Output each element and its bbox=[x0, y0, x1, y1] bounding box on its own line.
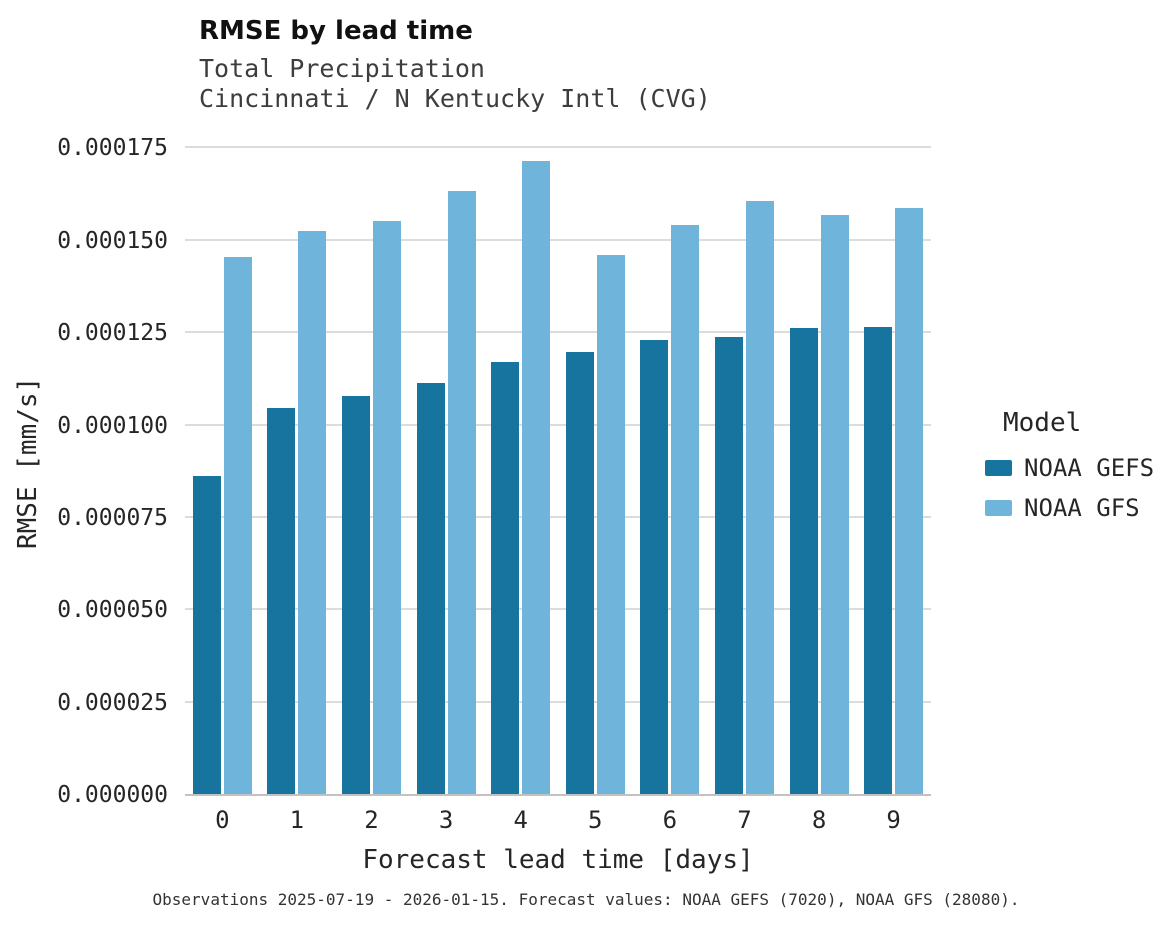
bar-group bbox=[483, 130, 558, 795]
y-tick-label: 0.000150 bbox=[57, 227, 168, 254]
bar-noaa-gfs-day-7 bbox=[745, 200, 774, 795]
legend-title: Model bbox=[1003, 408, 1082, 438]
gridline bbox=[185, 515, 931, 518]
y-axis-tick-labels: 0.000000 0.000025 0.000050 0.000075 0.000100… bbox=[0, 130, 178, 808]
legend-entry: NOAA GEFS bbox=[985, 454, 1154, 482]
bar-group bbox=[856, 130, 931, 795]
x-tick-label: 0 bbox=[215, 806, 230, 834]
caption: Observations 2025-07-19 - 2026-01-15. Fo… bbox=[152, 890, 1020, 909]
gridline bbox=[185, 608, 931, 611]
x-tick-label: 7 bbox=[737, 806, 752, 834]
bar-noaa-gefs-day-8 bbox=[789, 328, 818, 795]
x-tick-label: 5 bbox=[588, 806, 603, 834]
bar-group bbox=[707, 130, 782, 795]
legend-swatch-icon bbox=[985, 500, 1012, 516]
x-tick-label: 4 bbox=[513, 806, 528, 834]
bar-noaa-gfs-day-3 bbox=[447, 191, 476, 795]
x-axis-title: Forecast lead time [days] bbox=[362, 845, 754, 875]
bar-noaa-gfs-day-0 bbox=[223, 257, 252, 795]
bar-noaa-gfs-day-5 bbox=[596, 255, 625, 795]
bar-group bbox=[409, 130, 484, 795]
bar-noaa-gefs-day-7 bbox=[714, 337, 743, 795]
bar-group bbox=[334, 130, 409, 795]
x-tick-label: 1 bbox=[289, 806, 305, 834]
legend: Model NOAA GEFS NOAA GFS bbox=[985, 408, 1154, 534]
bar-noaa-gfs-day-4 bbox=[522, 161, 551, 795]
bars-container bbox=[185, 130, 931, 795]
x-tick-label: 6 bbox=[662, 806, 678, 834]
bar-noaa-gfs-day-2 bbox=[372, 221, 401, 795]
x-tick-label: 3 bbox=[438, 806, 454, 834]
gridline bbox=[185, 331, 931, 334]
legend-swatch-icon bbox=[985, 460, 1012, 476]
y-tick-label: 0.000050 bbox=[57, 597, 168, 624]
y-tick-label: 0.000125 bbox=[57, 320, 168, 347]
y-tick-label: 0.000175 bbox=[57, 135, 168, 162]
bar-noaa-gefs-day-6 bbox=[640, 340, 669, 795]
bar-group bbox=[260, 130, 335, 795]
title-block: RMSE by lead time Total Precipitation Ci… bbox=[199, 16, 711, 114]
bar-noaa-gefs-day-2 bbox=[341, 396, 370, 795]
bar-noaa-gefs-day-9 bbox=[864, 327, 893, 795]
x-axis-tick-labels: 0 1 2 3 4 5 6 7 8 9 bbox=[185, 806, 931, 834]
y-tick-label: 0.000000 bbox=[57, 782, 168, 808]
y-tick-label: 0.000075 bbox=[57, 504, 168, 531]
x-tick-label: 9 bbox=[886, 806, 901, 834]
legend-entry: NOAA GFS bbox=[985, 494, 1154, 522]
bar-noaa-gfs-day-9 bbox=[895, 208, 924, 795]
legend-label: NOAA GEFS bbox=[1024, 454, 1155, 482]
bar-group bbox=[185, 130, 260, 795]
bar-noaa-gefs-day-5 bbox=[565, 352, 594, 795]
bar-group bbox=[633, 130, 708, 795]
bar-noaa-gfs-day-6 bbox=[671, 225, 700, 795]
bar-noaa-gefs-day-3 bbox=[416, 383, 445, 795]
bar-noaa-gefs-day-1 bbox=[267, 408, 296, 795]
legend-label: NOAA GFS bbox=[1024, 494, 1140, 522]
gridline bbox=[185, 700, 931, 703]
bar-noaa-gefs-day-0 bbox=[192, 476, 221, 795]
x-tick-label: 2 bbox=[364, 806, 379, 834]
y-tick-label: 0.000025 bbox=[57, 689, 168, 716]
bar-group bbox=[558, 130, 633, 795]
gridline bbox=[185, 423, 931, 426]
legend-entries: NOAA GEFS NOAA GFS bbox=[985, 454, 1154, 522]
plot-area bbox=[185, 130, 931, 796]
bar-noaa-gfs-day-1 bbox=[298, 230, 327, 795]
chart-title: RMSE by lead time bbox=[199, 16, 473, 46]
x-axis-line bbox=[185, 794, 931, 796]
gridline bbox=[185, 146, 931, 149]
gridline bbox=[185, 238, 931, 241]
bar-noaa-gfs-day-8 bbox=[820, 215, 849, 795]
bar-group bbox=[782, 130, 857, 795]
x-tick-label: 8 bbox=[811, 806, 827, 834]
chart-subtitle-variable: Total Precipitation bbox=[199, 54, 485, 83]
chart-subtitle-location: Cincinnati / N Kentucky Intl (CVG) bbox=[199, 84, 711, 113]
y-tick-label: 0.000100 bbox=[57, 412, 168, 439]
bar-noaa-gefs-day-4 bbox=[491, 362, 520, 795]
